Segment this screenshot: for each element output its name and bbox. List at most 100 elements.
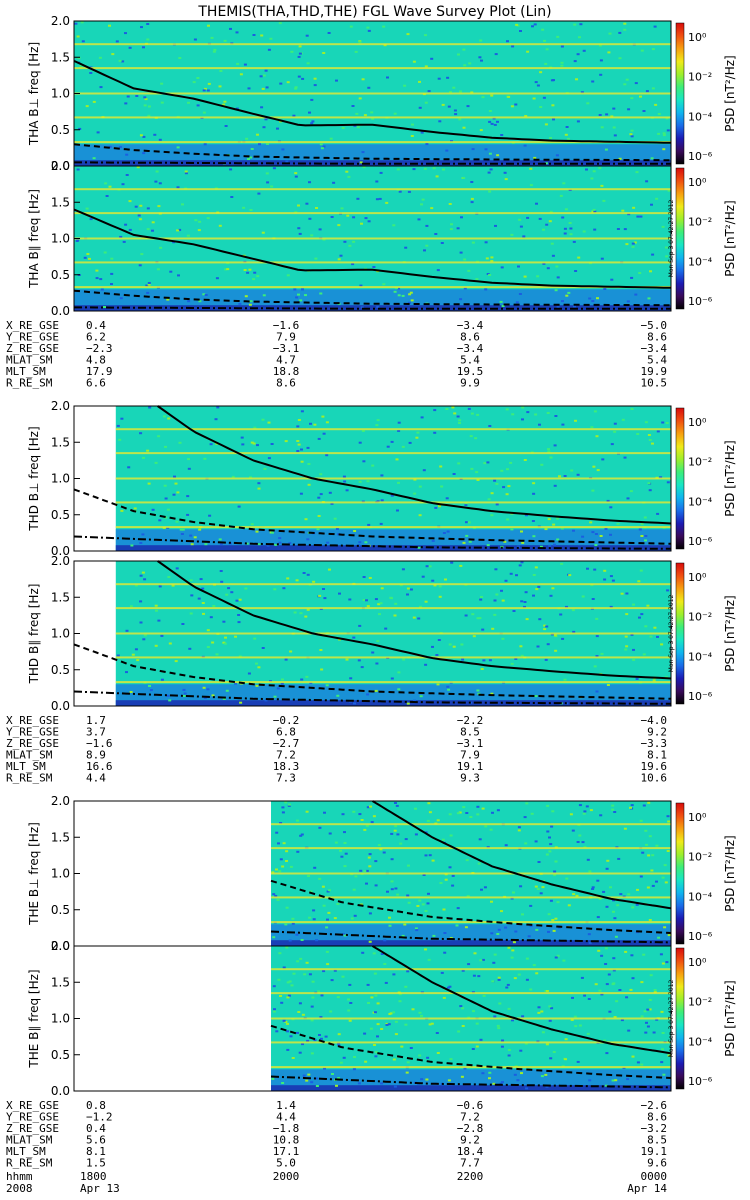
colorbar bbox=[675, 802, 685, 945]
y-axis-label: THE B∥ freq [Hz] bbox=[27, 969, 41, 1068]
colorbar-label: PSD [nT²/Hz] bbox=[723, 200, 737, 276]
harmonic-line bbox=[271, 823, 671, 826]
orbit-row-value: −3.4 bbox=[457, 319, 484, 332]
orbit-row-value: −3.4 bbox=[641, 342, 668, 355]
colorbar-label: PSD [nT²/Hz] bbox=[723, 595, 737, 671]
dashed-frequency-curve bbox=[73, 643, 672, 700]
orbit-row-label: X_RE_GSE bbox=[6, 1099, 59, 1112]
colorbar-tick-label: 10⁻² bbox=[688, 456, 712, 469]
y-axis-label: THD B⊥ freq [Hz] bbox=[27, 426, 41, 531]
colorbar-tick-label: 10⁻⁴ bbox=[688, 255, 713, 268]
harmonic-line bbox=[74, 116, 671, 119]
orbit-row-value: 8.5 bbox=[647, 1134, 667, 1147]
lowest-frequency-band bbox=[115, 700, 672, 706]
orbit-row-value: −0.6 bbox=[457, 1099, 484, 1112]
date-tick-label: Apr 13 bbox=[80, 1182, 120, 1195]
orbit-row-value: −1.6 bbox=[273, 319, 300, 332]
orbit-row-value: 9.3 bbox=[460, 772, 480, 785]
orbit-row-label: Y_RE_GSE bbox=[6, 1111, 59, 1124]
orbit-row-value: −3.4 bbox=[457, 342, 484, 355]
solid-frequency-curve bbox=[73, 208, 672, 289]
y-tick-label: 2.0 bbox=[51, 14, 70, 28]
harmonic-line bbox=[115, 681, 672, 684]
generation-timestamp: Mon Sep 3 07:42:27 2012 bbox=[668, 595, 675, 673]
y-tick-label: 1.5 bbox=[51, 830, 70, 844]
lowest-frequency-band bbox=[74, 305, 671, 311]
dashed-frequency-curve bbox=[270, 1024, 672, 1079]
harmonic-line bbox=[115, 477, 672, 480]
orbit-row-value: 19.5 bbox=[457, 365, 484, 378]
colorbar-tick-label: 10⁻² bbox=[688, 996, 712, 1009]
orbit-row-value: 8.1 bbox=[86, 1145, 106, 1158]
harmonic-line bbox=[271, 1066, 671, 1069]
colorbar-tick-label: 10⁰ bbox=[688, 811, 707, 824]
dashdot-frequency-curve bbox=[73, 535, 671, 550]
orbit-row-value: 18.8 bbox=[273, 365, 300, 378]
harmonic-line bbox=[74, 212, 671, 215]
time-tick-label: 0000 bbox=[641, 1170, 668, 1183]
dashed-frequency-curve bbox=[73, 488, 672, 545]
orbit-row-value: −1.2 bbox=[86, 1111, 113, 1124]
dashdot-frequency-curve bbox=[270, 1075, 672, 1089]
orbit-row-value: 10.8 bbox=[273, 1134, 300, 1147]
orbit-row-value: 6.2 bbox=[86, 331, 106, 344]
colorbar-label: PSD [nT²/Hz] bbox=[723, 55, 737, 131]
harmonic-line bbox=[74, 237, 671, 240]
orbit-row-value: 7.2 bbox=[460, 1111, 480, 1124]
y-tick-label: 0.5 bbox=[51, 123, 70, 137]
orbit-row-value: 4.8 bbox=[86, 354, 106, 367]
orbit-table: X_RE_GSE 1.7 −0.2 −2.2 −4.0 Y_RE_GSE 3.7 6.8 8.5… bbox=[6, 714, 667, 785]
y-tick-label: 2.0 bbox=[51, 939, 70, 953]
y-tick-label: 0.0 bbox=[51, 1084, 70, 1098]
colorbar-tick-label: 10⁻⁴ bbox=[688, 495, 713, 508]
time-tick-label: 1800 bbox=[80, 1170, 107, 1183]
harmonic-line bbox=[271, 847, 671, 850]
y-tick-label: 0.0 bbox=[51, 304, 70, 318]
y-tick-label: 1.0 bbox=[51, 627, 70, 641]
colorbar-tick-label: 10⁻² bbox=[688, 611, 712, 624]
orbit-row-value: 6.8 bbox=[276, 726, 296, 739]
orbit-row-label: X_RE_GSE bbox=[6, 319, 59, 332]
colorbar-label: PSD [nT²/Hz] bbox=[723, 835, 737, 911]
harmonic-line bbox=[271, 1041, 671, 1044]
y-tick-label: 1.0 bbox=[51, 1012, 70, 1026]
y-tick-label: 1.0 bbox=[51, 87, 70, 101]
dashdot-frequency-curve bbox=[74, 161, 671, 165]
orbit-row-value: 18.3 bbox=[273, 760, 300, 773]
time-tick-label: 2000 bbox=[273, 1170, 300, 1183]
orbit-row-label: R_RE_SM bbox=[6, 377, 53, 390]
colorbar-tick-label: 10⁻⁶ bbox=[688, 535, 713, 548]
orbit-row-value: 7.3 bbox=[276, 772, 296, 785]
lowest-frequency-band bbox=[74, 160, 671, 166]
harmonic-line bbox=[74, 67, 671, 70]
solid-frequency-curve bbox=[371, 945, 672, 1055]
y-tick-label: 2.0 bbox=[51, 399, 70, 413]
orbit-row-label: Z_RE_GSE bbox=[6, 737, 59, 750]
dashed-frequency-curve bbox=[270, 879, 672, 934]
orbit-row-value: 17.1 bbox=[273, 1145, 300, 1158]
orbit-row-value: 19.6 bbox=[641, 760, 668, 773]
y-tick-label: 1.0 bbox=[51, 232, 70, 246]
orbit-row-value: −5.0 bbox=[641, 319, 668, 332]
harmonic-line bbox=[271, 1017, 671, 1020]
orbit-tables: X_RE_GSE 0.4 −1.6 −3.4 −5.0 Y_RE_GSE 6.2 7.9 8.6… bbox=[6, 319, 667, 1170]
colorbar-tick-label: 10⁻² bbox=[688, 851, 712, 864]
y-axis-label: THD B∥ freq [Hz] bbox=[27, 584, 41, 685]
spectrogram-panel: 0.0 0.5 1.0 1.5 2.0 THA B∥ freq [Hz] 10⁰ 10⁻² 10… bbox=[27, 159, 737, 318]
orbit-row-label: MLT_SM bbox=[6, 760, 46, 773]
harmonic-line bbox=[115, 526, 672, 529]
spectrogram-panel: 0.0 0.5 1.0 1.5 2.0 THE B∥ freq [Hz] 10⁰ 10⁻² 10… bbox=[27, 939, 737, 1098]
orbit-row-value: −1.8 bbox=[273, 1122, 300, 1135]
orbit-row-value: 9.2 bbox=[460, 1134, 480, 1147]
colorbar-tick-label: 10⁻⁴ bbox=[688, 890, 713, 903]
orbit-row-value: 7.9 bbox=[460, 749, 480, 762]
harmonic-line bbox=[115, 632, 672, 635]
orbit-row-value: −3.1 bbox=[457, 737, 484, 750]
y-axis-label: THA B∥ freq [Hz] bbox=[27, 189, 41, 289]
spectrogram-panel: 0.0 0.5 1.0 1.5 2.0 THD B⊥ freq [Hz] 10⁰ 10⁻² 10… bbox=[27, 399, 737, 558]
y-tick-label: 0.0 bbox=[51, 939, 70, 953]
colorbar bbox=[675, 22, 685, 165]
harmonic-line bbox=[271, 896, 671, 899]
orbit-row-label: Z_RE_GSE bbox=[6, 342, 59, 355]
figure-title: THEMIS(THA,THD,THE) FGL Wave Survey Plot… bbox=[197, 4, 551, 20]
